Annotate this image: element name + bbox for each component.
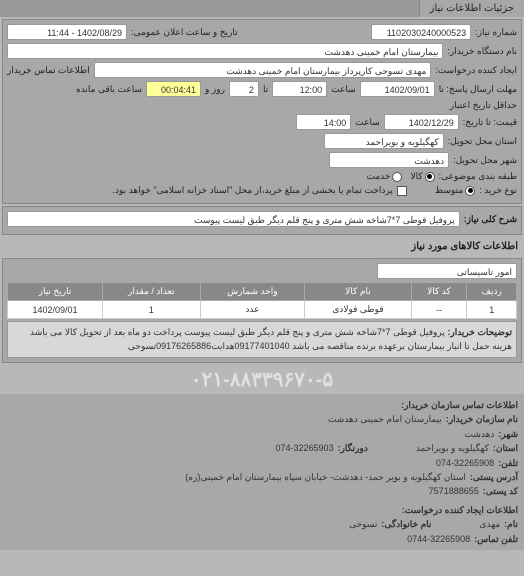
validity-date-field: 1402/12/29 [384, 114, 459, 130]
validity-label: حداقل تاریخ اعتبار [450, 100, 517, 111]
main-panel: شماره نیاز: 1102030240000523 تاریخ و ساع… [2, 19, 522, 204]
goods-panel: امور تاسیساتی ردیف کد کالا نام کالا واحد… [2, 258, 522, 363]
contact-phone2: 0744-32265908 [407, 532, 470, 546]
contact-province: کهگیلویه و بویراحمد [416, 441, 489, 455]
contact-lname: تسوحی [349, 517, 377, 531]
countdown-time-field: 00:04:41 [146, 81, 201, 97]
validity-label2: قیمت: تا تاریخ: [463, 117, 517, 128]
requester-label: ایجاد کننده درخواست: [435, 65, 517, 76]
contact-phone2-label: تلفن تماس: [474, 532, 518, 546]
cell-name: قوطی فولادی [305, 301, 411, 319]
requester-field: مهدی تسوحی کارپرداز بیمارستان امام خمینی… [94, 62, 432, 78]
contact-address-label: آدرس پستی: [470, 470, 518, 484]
delivery-province-field: کهگیلویه و بویراحمد [324, 133, 444, 149]
cell-unit: عدد [200, 301, 305, 319]
contact-postal-label: کد پستی: [483, 484, 518, 498]
contact-phone1-label: تلفن: [498, 456, 518, 470]
cell-code: -- [411, 301, 467, 319]
countdown-ta: تا [263, 84, 268, 95]
cell-row: 1 [467, 301, 517, 319]
contact-heading: اطلاعات تماس سازمان خریدار: [6, 398, 518, 412]
buyer-org-field: بیمارستان امام خمینی دهدشت [7, 43, 443, 59]
response-time-field: 12:00 [272, 81, 327, 97]
response-date-field: 1402/09/01 [360, 81, 435, 97]
tab-strip: جزئیات اطلاعات نیاز [0, 0, 524, 17]
radio-service-item[interactable]: خدمت [366, 171, 402, 182]
contact-name: مهدی [479, 517, 500, 531]
purchase-type-group: متوسط [435, 185, 475, 196]
countdown-days-field: 2 [229, 81, 259, 97]
radio-service[interactable] [392, 172, 402, 182]
summary-title-label: شرح کلی نیاز: [464, 214, 517, 225]
contact-city: دهدشت [464, 427, 494, 441]
contact-name-label: نام: [504, 517, 518, 531]
goods-table-header: ردیف کد کالا نام کالا واحد شمارش تعداد /… [8, 283, 517, 301]
col-name: نام کالا [305, 283, 411, 301]
partial-payment-label: پرداخت تمام یا بخشی از مبلغ خرید،از محل … [112, 185, 392, 196]
radio-medium[interactable] [465, 186, 475, 196]
contact-city-label: شهر: [498, 427, 518, 441]
validity-time-label: ساعت [355, 117, 380, 128]
col-qty: تعداد / مقدار [102, 283, 200, 301]
radio-goods-item[interactable]: کالا [410, 171, 434, 182]
category-radio-group: کالا خدمت [366, 171, 434, 182]
purchase-type-label: نوع خرید : [479, 185, 517, 196]
cell-date: 1402/09/01 [8, 301, 103, 319]
contact-org: بیمارستان امام خمینی دهدشت [328, 412, 442, 426]
countdown-label3: ساعت باقی مانده [76, 84, 142, 95]
contact-lname-label: نام خانوادگی: [381, 517, 431, 531]
col-unit: واحد شمارش [200, 283, 305, 301]
radio-goods-label: کالا [410, 171, 422, 182]
summary-panel: شرح کلی نیاز: پروفیل قوطی 7*7شاخه شش متر… [2, 206, 522, 235]
partial-payment-checkbox[interactable] [397, 186, 407, 196]
contact-fax: 074-32265903 [276, 441, 334, 455]
goods-heading: اطلاعات کالاهای مورد نیاز [0, 237, 524, 256]
contact-province-label: استان: [493, 441, 518, 455]
buyer-org-label: نام دستگاه خریدار: [447, 46, 517, 57]
response-time-label: ساعت [331, 84, 356, 95]
radio-service-label: خدمت [366, 171, 390, 182]
need-number-field: 1102030240000523 [371, 24, 471, 40]
warranty-field: امور تاسیساتی [377, 263, 517, 279]
announce-label: تاریخ و ساعت اعلان عمومی: [131, 27, 238, 38]
category-label: طبقه بندی موضوعی: [439, 171, 517, 182]
contact-address: استان کهگیلویه و بویر حمد- دهدشت- خیابان… [185, 470, 466, 484]
creator-heading: اطلاعات ایجاد کننده درخواست: [6, 503, 518, 517]
radio-medium-item[interactable]: متوسط [435, 185, 475, 196]
desc-text: پروفیل قوطی 7*7شاخه شش متری و پنج قلم دی… [30, 327, 512, 351]
countdown-label2: روز و [205, 84, 225, 95]
summary-title-field: پروفیل قوطی 7*7شاخه شش متری و پنج قلم دی… [7, 211, 460, 227]
need-number-label: شماره نیاز: [475, 27, 517, 38]
contact-info-label[interactable]: اطلاعات تماس خریدار [7, 65, 90, 76]
contact-org-label: نام سازمان خریدار: [446, 412, 518, 426]
contact-section: اطلاعات تماس سازمان خریدار: نام سازمان خ… [0, 394, 524, 550]
col-date: تاریخ نیاز [8, 283, 103, 301]
buyer-desc-box: توضیحات خریدار: پروفیل قوطی 7*7شاخه شش م… [7, 321, 517, 358]
goods-table: ردیف کد کالا نام کالا واحد شمارش تعداد /… [7, 282, 517, 319]
desc-label: توضیحات خریدار: [447, 327, 512, 337]
delivery-province-label: استان محل تحویل: [448, 136, 517, 147]
contact-fax-label: دورنگار: [338, 441, 368, 455]
col-row: ردیف [467, 283, 517, 301]
watermark: ۰۲۱-۸۸۳۳۹۶۷۰-۵ [0, 365, 524, 394]
contact-postal: 7571888655 [429, 484, 479, 498]
validity-time-field: 14:00 [296, 114, 351, 130]
response-deadline-label: مهلت ارسال پاسخ: تا [439, 84, 517, 95]
radio-medium-label: متوسط [435, 185, 463, 196]
col-code: کد کالا [411, 283, 467, 301]
cell-qty: 1 [102, 301, 200, 319]
delivery-city-field: دهدشت [329, 152, 449, 168]
radio-goods[interactable] [425, 172, 435, 182]
contact-phone1: 074-32265908 [436, 456, 494, 470]
announce-field: 1402/08/29 - 11:44 [7, 24, 127, 40]
delivery-city-label: شهر محل تحویل: [453, 155, 517, 166]
tab-details[interactable]: جزئیات اطلاعات نیاز [419, 0, 524, 17]
table-row[interactable]: 1 -- قوطی فولادی عدد 1 1402/09/01 [8, 301, 517, 319]
